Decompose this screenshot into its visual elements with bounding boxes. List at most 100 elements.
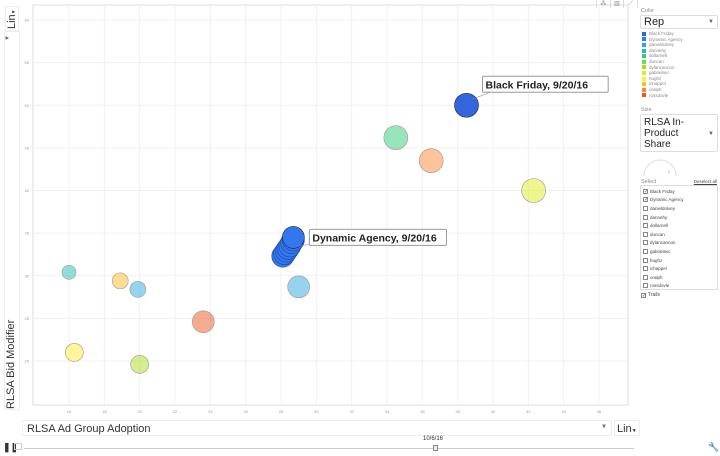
plot-area: [32, 4, 629, 406]
checkbox-icon[interactable]: [643, 223, 648, 229]
bubble-black-friday: [454, 92, 479, 118]
color-legend: Black Friday Dynamic Agency danieldolvey da…: [642, 31, 683, 98]
line-tab-icon[interactable]: ⟋: [624, 0, 639, 8]
size-value: RLSA In-Product Share: [644, 117, 685, 150]
checkbox-icon[interactable]: [643, 248, 648, 254]
legend-label: rossdovle: [649, 92, 669, 98]
checkbox-icon[interactable]: [643, 231, 648, 237]
bubble-dannehy: [61, 265, 77, 280]
checkbox-icon[interactable]: [643, 205, 648, 211]
legend-label: hughz: [649, 75, 662, 81]
legend-swatch: [642, 59, 646, 64]
legend-item: dannehy: [642, 48, 683, 54]
select-item[interactable]: hughz: [641, 256, 717, 265]
legend-label: dylancannon: [649, 64, 675, 70]
x-tick-label: 22: [173, 409, 178, 414]
select-item[interactable]: ✓ Black Friday: [641, 187, 717, 196]
legend-item: ichappel: [642, 81, 683, 87]
bubble-hughz: [65, 343, 84, 362]
checkbox-checked-icon[interactable]: ✓: [643, 197, 649, 204]
select-item[interactable]: oralph: [641, 273, 717, 282]
checkbox-icon[interactable]: [643, 257, 648, 263]
color-value: Rep: [644, 16, 665, 28]
select-item[interactable]: dannehy: [641, 213, 717, 222]
select-item[interactable]: duncan: [641, 230, 717, 239]
bubble-ichappel: [111, 272, 129, 290]
checkbox-icon[interactable]: [643, 214, 648, 220]
trails-label: Trails: [648, 292, 661, 298]
bubble-gabrielavc: [521, 178, 546, 203]
y-scale-value: Lin: [6, 14, 18, 29]
bubble-tab-icon[interactable]: ⁂: [597, 0, 611, 8]
deselect-all-link[interactable]: Deselect all: [693, 179, 717, 184]
color-label: Color: [641, 8, 655, 14]
bubble-label: Dynamic Agency, 9/20/16: [312, 232, 436, 244]
select-item[interactable]: ✓ Dynamic Agency: [641, 196, 717, 205]
y-scale-select[interactable]: Lin▼: [5, 6, 19, 32]
select-item-label: dylancannon: [650, 240, 676, 246]
select-item-label: oralph: [650, 274, 663, 280]
y-axis-title: RLSA Bid Modifier: [5, 319, 17, 409]
legend-item: Dynamic Agency: [642, 37, 683, 43]
select-item[interactable]: ichappel: [641, 264, 717, 273]
x-axis-select[interactable]: RLSA Ad Group Adoption ▼: [22, 420, 612, 436]
y-tick-label: 40: [25, 188, 30, 193]
side-panel: Color Rep ▼ Black Friday Dynamic Agency dan…: [638, 0, 720, 310]
legend-swatch: [642, 31, 646, 36]
settings-wrench-icon[interactable]: 🔧: [708, 442, 720, 452]
y-tick-label: 55: [25, 60, 30, 65]
timeline-slider[interactable]: [24, 448, 634, 449]
legend-label: dollarnell: [649, 53, 668, 59]
select-item[interactable]: danieldolvey: [641, 204, 717, 213]
pause-button[interactable]: ❚❚: [3, 442, 19, 452]
size-label: Size: [641, 107, 652, 113]
checkbox-checked-icon: ✓: [641, 292, 647, 299]
select-item[interactable]: rossdovle: [641, 282, 717, 291]
color-select[interactable]: Rep ▼: [640, 15, 718, 29]
legend-swatch: [642, 76, 646, 81]
legend-swatch: [642, 70, 646, 75]
speed-button[interactable]: [14, 443, 22, 450]
select-item-label: Black Friday: [650, 188, 675, 194]
checkbox-icon[interactable]: [643, 266, 648, 272]
legend-label: duncan: [649, 58, 664, 64]
x-tick-label: 32: [349, 409, 354, 414]
select-item[interactable]: gabrielavc: [641, 247, 717, 256]
timeline-handle[interactable]: [433, 445, 438, 451]
x-tick-label: 36: [420, 409, 425, 414]
x-tick-label: 20: [137, 409, 142, 414]
bubble-label: Black Friday, 9/20/16: [486, 79, 589, 91]
legend-swatch: [642, 93, 646, 98]
legend-item: duncan: [642, 59, 683, 65]
x-scale-select[interactable]: Lin▼: [614, 420, 640, 436]
select-list: ✓ Black Friday ✓ Dynamic Agency danieldolvey…: [640, 185, 718, 290]
checkbox-checked-icon[interactable]: ✓: [643, 188, 649, 195]
bar-tab-icon[interactable]: ▥: [611, 0, 625, 8]
bubble-danieldolvey: [129, 281, 147, 298]
y-tick-label: 50: [25, 103, 30, 108]
checkbox-icon[interactable]: [643, 274, 648, 280]
bubble-oralph: [418, 148, 444, 173]
x-tick-label: 42: [526, 409, 531, 414]
select-item[interactable]: dollarnell: [641, 221, 717, 230]
size-select[interactable]: RLSA In-Product Share ▼: [640, 114, 718, 152]
select-item-label: dollarnell: [650, 223, 669, 229]
select-item[interactable]: dylancannon: [641, 239, 717, 248]
bubble-dynamic-agency: [282, 226, 305, 249]
select-item-label: danieldolvey: [650, 205, 676, 211]
legend-item: gabrielavc: [642, 70, 683, 76]
checkbox-icon[interactable]: [643, 283, 648, 289]
trails-checkbox[interactable]: ✓ Trails: [641, 292, 660, 298]
chart-type-tabs: ⁂ ▥ ⟋: [596, 0, 639, 8]
x-axis-title: RLSA Ad Group Adoption: [27, 423, 151, 435]
bubble-label-box: [482, 75, 609, 93]
legend-label: Black Friday: [649, 31, 674, 36]
legend-item: danieldolvey: [642, 42, 683, 48]
select-label: Select: [641, 179, 657, 185]
y-axis-select[interactable]: RLSA Bid Modifier ▼: [4, 30, 20, 410]
bubble-dylancannon: [130, 355, 149, 374]
x-tick-label: 46: [597, 409, 602, 414]
legend-label: dannehy: [649, 47, 667, 53]
dropdown-arrow-icon: ▼: [708, 131, 714, 137]
checkbox-icon[interactable]: [643, 240, 648, 246]
